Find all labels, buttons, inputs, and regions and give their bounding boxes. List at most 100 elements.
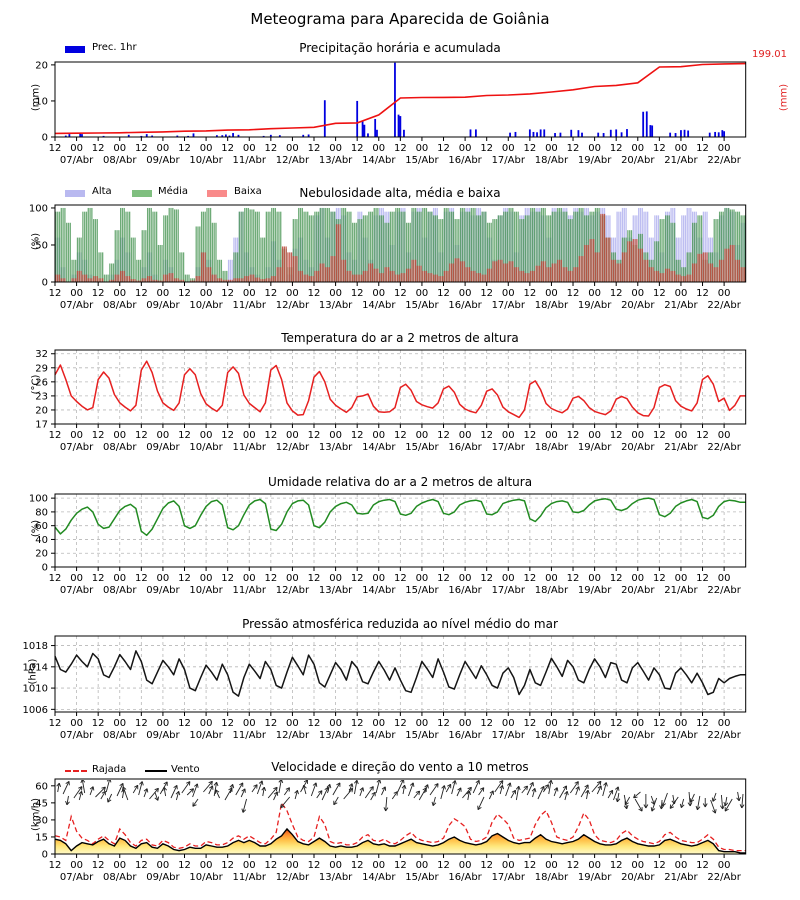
svg-text:00: 00 xyxy=(329,143,342,154)
svg-text:15/Abr: 15/Abr xyxy=(405,442,439,453)
svg-text:00: 00 xyxy=(372,143,385,154)
svg-text:1010: 1010 xyxy=(23,684,48,695)
svg-text:12: 12 xyxy=(610,573,623,584)
svg-text:00: 00 xyxy=(675,143,688,154)
svg-text:21/Abr: 21/Abr xyxy=(664,155,698,166)
svg-text:20/Abr: 20/Abr xyxy=(621,300,655,311)
svg-text:08/Abr: 08/Abr xyxy=(103,872,137,883)
svg-text:12: 12 xyxy=(610,288,623,299)
svg-text:20: 20 xyxy=(35,549,48,560)
svg-text:00: 00 xyxy=(588,860,601,871)
svg-text:09/Abr: 09/Abr xyxy=(146,300,180,311)
svg-text:00: 00 xyxy=(70,288,83,299)
svg-text:12: 12 xyxy=(92,573,105,584)
svg-text:40: 40 xyxy=(35,535,48,546)
svg-text:12: 12 xyxy=(351,718,364,729)
svg-text:12: 12 xyxy=(653,288,666,299)
svg-text:10/Abr: 10/Abr xyxy=(189,872,223,883)
svg-text:12: 12 xyxy=(567,718,580,729)
svg-text:23: 23 xyxy=(35,391,48,402)
svg-text:16/Abr: 16/Abr xyxy=(448,585,482,596)
svg-text:17: 17 xyxy=(35,420,48,431)
svg-text:00: 00 xyxy=(631,143,644,154)
svg-text:12: 12 xyxy=(92,143,105,154)
svg-text:00: 00 xyxy=(675,573,688,584)
baixa-legend-swatch xyxy=(207,190,227,197)
svg-text:12: 12 xyxy=(567,573,580,584)
svg-text:12: 12 xyxy=(264,860,277,871)
svg-text:0: 0 xyxy=(42,850,48,861)
svg-text:12: 12 xyxy=(480,430,493,441)
svg-text:13/Abr: 13/Abr xyxy=(319,585,353,596)
svg-text:12: 12 xyxy=(653,573,666,584)
svg-text:18/Abr: 18/Abr xyxy=(535,585,569,596)
svg-text:12/Abr: 12/Abr xyxy=(276,585,310,596)
svg-text:12: 12 xyxy=(480,573,493,584)
svg-text:00: 00 xyxy=(416,718,429,729)
svg-text:00: 00 xyxy=(718,143,731,154)
svg-text:12: 12 xyxy=(92,860,105,871)
svg-text:00: 00 xyxy=(631,718,644,729)
svg-text:00: 00 xyxy=(631,430,644,441)
svg-text:20/Abr: 20/Abr xyxy=(621,155,655,166)
svg-text:12: 12 xyxy=(567,430,580,441)
svg-text:60: 60 xyxy=(35,521,48,532)
svg-text:11/Abr: 11/Abr xyxy=(233,300,267,311)
svg-text:12: 12 xyxy=(49,573,62,584)
svg-text:00: 00 xyxy=(286,143,299,154)
svg-text:14/Abr: 14/Abr xyxy=(362,300,396,311)
svg-text:1018: 1018 xyxy=(23,641,48,652)
svg-text:12: 12 xyxy=(480,860,493,871)
svg-text:00: 00 xyxy=(157,573,170,584)
rajada-legend-label: Rajada xyxy=(92,764,127,775)
svg-text:12: 12 xyxy=(437,718,450,729)
svg-text:12: 12 xyxy=(696,430,709,441)
svg-text:21/Abr: 21/Abr xyxy=(664,585,698,596)
svg-text:00: 00 xyxy=(200,430,213,441)
svg-text:12: 12 xyxy=(437,573,450,584)
svg-text:07/Abr: 07/Abr xyxy=(60,442,94,453)
svg-text:09/Abr: 09/Abr xyxy=(146,585,180,596)
svg-text:15/Abr: 15/Abr xyxy=(405,155,439,166)
svg-text:00: 00 xyxy=(70,860,83,871)
svg-text:19/Abr: 19/Abr xyxy=(578,730,612,741)
svg-text:15: 15 xyxy=(35,832,48,843)
svg-text:100: 100 xyxy=(29,494,48,505)
svg-text:12: 12 xyxy=(221,288,234,299)
svg-text:09/Abr: 09/Abr xyxy=(146,155,180,166)
wind-direction-arrows xyxy=(56,780,745,814)
svg-text:00: 00 xyxy=(113,573,126,584)
svg-text:17/Abr: 17/Abr xyxy=(492,300,526,311)
svg-text:00: 00 xyxy=(718,288,731,299)
svg-text:11/Abr: 11/Abr xyxy=(233,155,267,166)
svg-text:00: 00 xyxy=(329,288,342,299)
svg-text:00: 00 xyxy=(286,718,299,729)
svg-text:12: 12 xyxy=(92,718,105,729)
svg-text:12: 12 xyxy=(567,860,580,871)
rajada-legend-swatch xyxy=(65,770,87,772)
svg-text:12: 12 xyxy=(523,860,536,871)
svg-text:15/Abr: 15/Abr xyxy=(405,872,439,883)
svg-text:12: 12 xyxy=(264,718,277,729)
svg-text:00: 00 xyxy=(631,860,644,871)
svg-text:00: 00 xyxy=(113,860,126,871)
svg-text:12: 12 xyxy=(437,143,450,154)
svg-text:00: 00 xyxy=(243,143,256,154)
svg-text:00: 00 xyxy=(718,573,731,584)
svg-text:12: 12 xyxy=(351,288,364,299)
svg-text:12: 12 xyxy=(567,288,580,299)
svg-text:00: 00 xyxy=(675,860,688,871)
series-humidity xyxy=(54,497,746,537)
svg-text:13/Abr: 13/Abr xyxy=(319,155,353,166)
svg-text:00: 00 xyxy=(157,288,170,299)
svg-text:12: 12 xyxy=(523,143,536,154)
svg-text:17/Abr: 17/Abr xyxy=(492,872,526,883)
svg-text:11/Abr: 11/Abr xyxy=(233,442,267,453)
svg-text:00: 00 xyxy=(113,430,126,441)
svg-text:20: 20 xyxy=(35,60,48,71)
svg-text:00: 00 xyxy=(329,718,342,729)
